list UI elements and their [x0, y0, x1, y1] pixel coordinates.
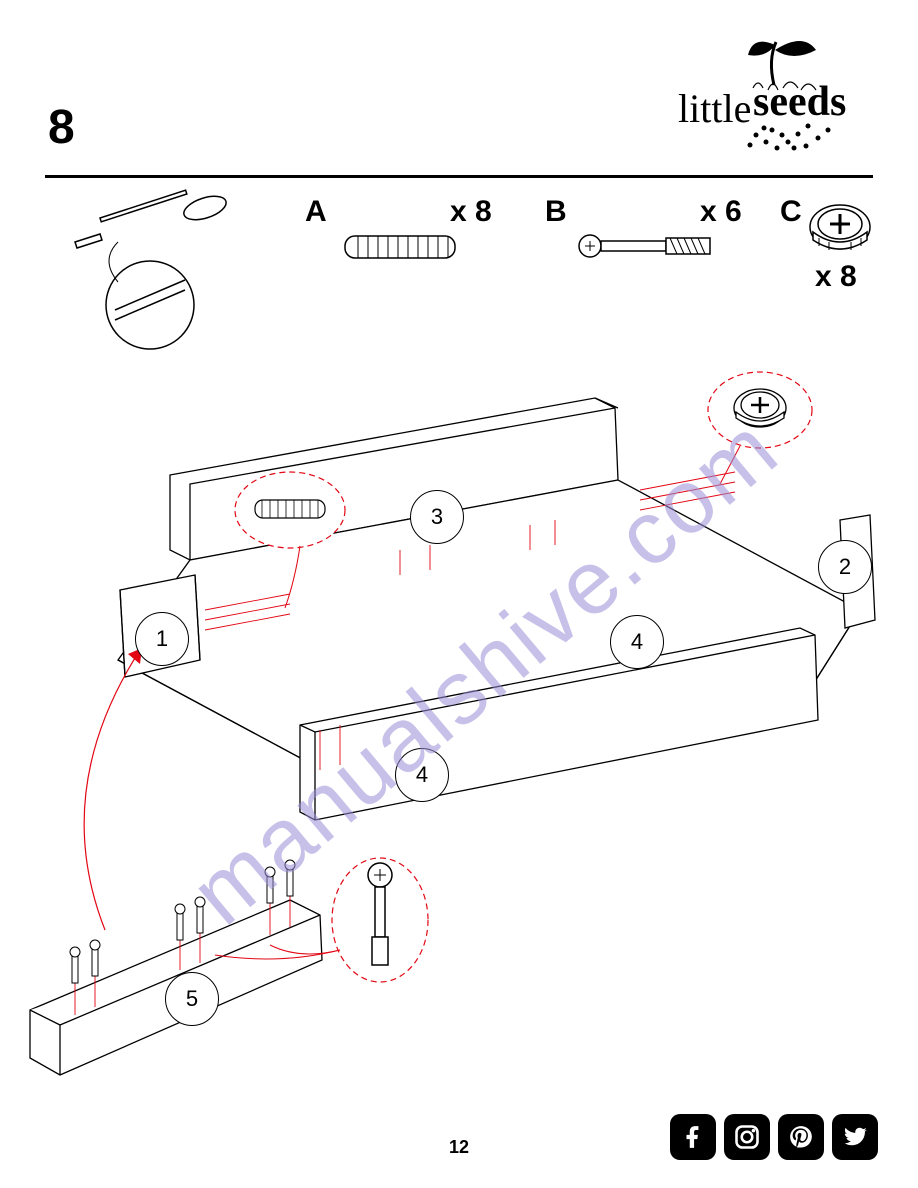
hardware-qty-b: x 6	[700, 195, 742, 229]
hardware-label-c: C	[780, 195, 802, 229]
header-divider	[45, 175, 873, 178]
brand-logo: little seeds	[678, 30, 878, 150]
panel-label-4b: 4	[395, 748, 449, 802]
hardware-label-a: A	[305, 195, 327, 229]
step-number: 8	[48, 100, 75, 155]
logo-word-2: seeds	[753, 78, 846, 126]
assembly-diagram: 1 2 3 4 4 5	[0, 360, 918, 1060]
diagram-svg	[0, 360, 918, 1120]
panel-label-5-text: 5	[186, 986, 198, 1012]
rotation-arrow-icon	[84, 648, 142, 930]
panel-label-5: 5	[165, 972, 219, 1026]
cam-lock-icon	[805, 202, 875, 262]
dowel-icon	[340, 228, 470, 268]
panel-label-2: 2	[818, 540, 872, 594]
page-number: 12	[449, 1137, 469, 1158]
hardware-row: A x 8 B x 6 C x 8	[0, 190, 918, 350]
instagram-icon	[724, 1114, 770, 1160]
panel-label-1-text: 1	[156, 626, 168, 652]
cam-bolt-icon	[575, 226, 735, 266]
logo-word-1: little	[678, 85, 751, 132]
hardware-qty-c: x 8	[815, 260, 857, 294]
twitter-icon	[832, 1114, 878, 1160]
hardware-label-b: B	[545, 195, 567, 229]
panel-label-3: 3	[410, 490, 464, 544]
panel-label-3-text: 3	[431, 504, 443, 530]
panel-label-4a-text: 4	[631, 629, 643, 655]
cam-lock-callout-icon	[708, 372, 812, 484]
pinterest-icon	[778, 1114, 824, 1160]
panel-label-4a: 4	[610, 615, 664, 669]
screwdriver-icon	[40, 190, 260, 350]
panel-label-1: 1	[135, 612, 189, 666]
facebook-icon	[670, 1114, 716, 1160]
panel-label-2-text: 2	[839, 554, 851, 580]
social-icons-row	[670, 1114, 878, 1160]
hardware-qty-a: x 8	[450, 195, 492, 229]
panel-label-4b-text: 4	[416, 762, 428, 788]
